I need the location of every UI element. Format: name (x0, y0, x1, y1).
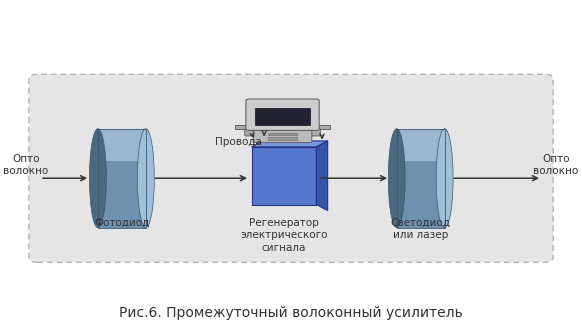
Text: Рис.6. Промежуточный волоконный усилитель: Рис.6. Промежуточный волоконный усилител… (119, 306, 463, 320)
FancyBboxPatch shape (268, 133, 297, 135)
Text: Фотодиод: Фотодиод (94, 218, 150, 228)
FancyBboxPatch shape (255, 108, 310, 125)
Text: Опто
волокно: Опто волокно (3, 154, 49, 176)
Ellipse shape (388, 129, 405, 228)
Text: Провода: Провода (215, 137, 262, 147)
Polygon shape (251, 147, 317, 205)
FancyBboxPatch shape (246, 99, 319, 130)
FancyBboxPatch shape (245, 129, 320, 136)
Text: Светодиод
или лазер: Светодиод или лазер (391, 218, 450, 240)
Polygon shape (98, 129, 146, 161)
Polygon shape (397, 129, 445, 228)
Polygon shape (98, 129, 146, 228)
Text: Регенератор
электрического
сигнала: Регенератор электрического сигнала (240, 218, 328, 252)
FancyBboxPatch shape (235, 125, 331, 129)
Text: Опто
волокно: Опто волокно (533, 154, 579, 176)
Ellipse shape (436, 129, 453, 228)
FancyBboxPatch shape (29, 74, 553, 262)
Polygon shape (251, 141, 328, 147)
Ellipse shape (137, 129, 154, 228)
Ellipse shape (90, 129, 107, 228)
Polygon shape (397, 129, 445, 161)
Polygon shape (317, 141, 328, 211)
FancyBboxPatch shape (268, 137, 297, 140)
FancyBboxPatch shape (253, 129, 312, 143)
